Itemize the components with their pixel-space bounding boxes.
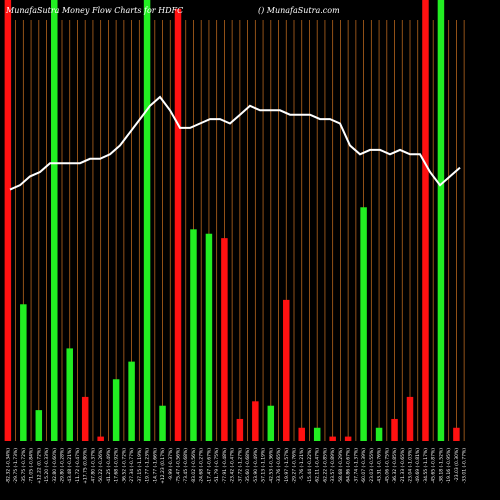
x-tick-label: -36.32 (-0.85%)	[392, 448, 398, 484]
bar	[35, 410, 43, 441]
x-tick-label: -11.72 (-0.47%)	[75, 448, 81, 484]
grid-lines	[7, 20, 465, 441]
x-tick-label: -37.72 (-1.27%)	[237, 448, 243, 484]
bar	[283, 299, 290, 441]
x-tick-label: -64.86 (-0.67%)	[346, 448, 352, 484]
x-tick-label: -23.03 (0.30%)	[454, 448, 460, 482]
x-tick-label: -77.91 (-0.48%)	[222, 448, 228, 484]
x-tick-label: -42.53 (-0.36%)	[268, 448, 274, 484]
x-tick-label: -5.76 (-1.21%)	[299, 448, 305, 481]
x-tick-label: -58.68 (-0.29%)	[338, 448, 344, 484]
x-tick-label: -23.03 (-0.55%)	[369, 448, 375, 484]
x-tick-label: -19.97 (-1.57%)	[284, 448, 290, 484]
x-tick-label: -35.75 (-0.72%)	[21, 448, 27, 484]
x-tick-label: -15.20 (-0.33%)	[44, 448, 50, 484]
bar	[81, 396, 89, 441]
price-line	[9, 95, 461, 191]
bar	[267, 405, 275, 441]
x-tick-label: -29.80 (-0.28%)	[60, 448, 66, 484]
bar	[97, 436, 104, 441]
bar	[360, 207, 367, 441]
bar	[205, 233, 213, 441]
bar	[221, 238, 228, 441]
bar	[174, 8, 182, 441]
bar	[51, 0, 58, 441]
bar	[437, 0, 445, 441]
x-tick-label: -45.65 (-0.87%)	[431, 448, 437, 484]
x-tick-label: -51.79 (-0.75%)	[214, 448, 220, 484]
bar	[236, 418, 244, 441]
x-tick-label: -24.68 (-0.27%)	[199, 448, 205, 484]
x-tick-label: -41.25 (-0.49%)	[106, 448, 112, 484]
x-tick-label: -57.13 (-1.19%)	[261, 448, 267, 484]
bar	[391, 418, 398, 441]
bars-group	[4, 0, 460, 441]
x-tick-labels: -82.32 (-0.34%) -29.75 (-1.73%) -35.75 (-0…	[5, 448, 467, 484]
bar	[190, 229, 197, 441]
x-tick-label: +17.75 (0.80%)	[83, 448, 89, 484]
bar	[375, 427, 383, 441]
x-tick-label: -19.77 (-1.23%)	[145, 448, 151, 484]
x-tick-label: -33.01 (-0.77%)	[462, 448, 468, 484]
x-tick-label: -19.16 (-0.95%)	[446, 448, 452, 484]
x-tick-label: -83.02 (-0.56%)	[191, 448, 197, 484]
bar	[159, 405, 166, 441]
watermark-text: () MunafaSutra.com	[258, 6, 340, 15]
x-tick-label: -15.44 (-0.22%)	[307, 448, 313, 484]
x-tick-label: -33.57 (-0.89%)	[330, 448, 336, 484]
bar	[143, 0, 151, 441]
x-tick-label: -49.69 (-0.81%)	[415, 448, 421, 484]
bar	[20, 304, 27, 441]
x-tick-label: -21.33 (-0.65%)	[400, 448, 406, 484]
x-tick-label: -47.80 (-0.37%)	[90, 448, 96, 484]
x-tick-label: -33.76 (-0.65%)	[276, 448, 282, 484]
x-tick-label: -23.04 (-1.03%)	[408, 448, 414, 484]
x-tick-label: -73.45 (-0.68%)	[183, 448, 189, 484]
x-tick-label: -32.80 (-0.60%)	[52, 448, 58, 484]
x-tick-label: -17.68 (-0.92%)	[114, 448, 120, 484]
x-tick-label: -45.06 (-0.75%)	[384, 448, 390, 484]
x-tick-label: -62.11 (-0.47%)	[315, 448, 321, 484]
bar	[128, 361, 135, 441]
bar	[298, 427, 305, 441]
bar	[329, 436, 336, 441]
x-tick-label: -53.90 (-0.49%)	[253, 448, 259, 484]
x-tick-label: -9.99 (-0.37%)	[168, 448, 174, 481]
bar	[252, 401, 259, 441]
bar	[4, 0, 12, 441]
x-tick-label: +12.22 (0.72%)	[36, 448, 42, 484]
bar	[66, 348, 73, 441]
x-tick-label: -71.05 (-0.84%)	[29, 448, 35, 484]
x-tick-label: -75.47 (-0.56%)	[176, 448, 182, 484]
chart-title: MunafaSutra Money Flow Charts for HDFC	[5, 6, 183, 15]
x-tick-label: -29.27 (-0.76%)	[292, 448, 298, 484]
bar	[112, 379, 120, 441]
x-tick-label: -29.75 (-1.73%)	[13, 448, 19, 484]
x-tick-label: -82.32 (-0.34%)	[5, 448, 11, 484]
x-tick-label: -50.22 (-0.26%)	[98, 448, 104, 484]
x-tick-label: -36.52 (-0.72%)	[121, 448, 127, 484]
bar	[453, 427, 460, 441]
x-tick-label: -27.34 (-0.77%)	[129, 448, 135, 484]
x-tick-label: +12.23 (0.17%)	[160, 448, 166, 484]
bar	[344, 436, 352, 441]
x-tick-label: -60.07 (-0.39%)	[361, 448, 367, 484]
bar	[406, 396, 414, 441]
bar	[313, 427, 321, 441]
x-tick-label: -35.60 (-0.68%)	[245, 448, 251, 484]
bar	[422, 0, 429, 441]
x-tick-label: -43.31 (-0.76%)	[377, 448, 383, 484]
x-tick-label: -37.74 (-1.37%)	[353, 448, 359, 484]
x-tick-label: -34.55 (-1.17%)	[423, 448, 429, 484]
x-tick-label: -23.42 (-0.47%)	[230, 448, 236, 484]
x-tick-label: -37.15 (-1.19%)	[137, 448, 143, 484]
x-tick-label: -17.47 (-0.67%)	[206, 448, 212, 484]
x-tick-label: -43.48 (-0.21%)	[67, 448, 73, 484]
x-tick-label: -62.22 (-0.85%)	[322, 448, 328, 484]
x-tick-label: -14.77 (-1.66%)	[152, 448, 158, 484]
x-tick-label: -38.18 (-1.52%)	[438, 448, 444, 484]
